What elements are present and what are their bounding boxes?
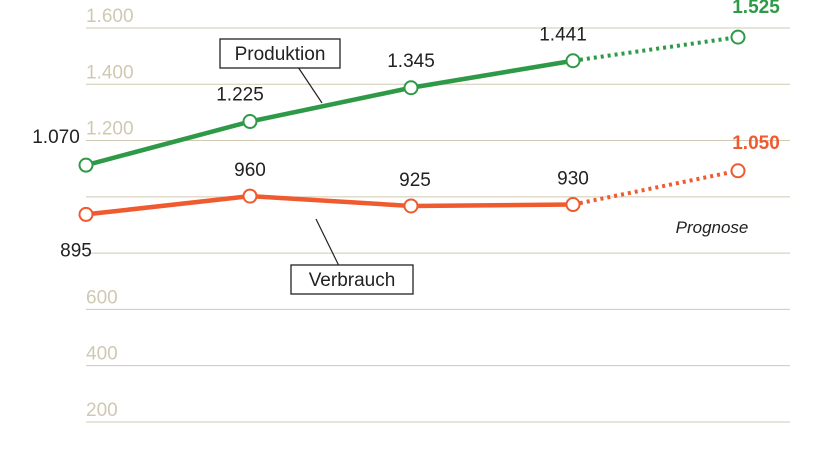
data-point <box>78 206 94 222</box>
data-label: 925 <box>399 170 431 191</box>
series-name-label: Produktion <box>235 44 326 65</box>
series-name-label: Verbrauch <box>309 270 396 291</box>
end-value-label: 1.525 <box>732 0 780 18</box>
series-line-0 <box>83 58 576 168</box>
prognose-label: Prognose <box>676 218 749 237</box>
forecast-line-0 <box>572 35 739 63</box>
end-value-label: 1.050 <box>732 133 780 154</box>
data-point <box>403 198 419 214</box>
y-tick-label: 1.600 <box>86 6 134 27</box>
y-tick-label: 1.400 <box>86 62 134 83</box>
callout-pointer <box>295 63 323 104</box>
y-tick-label: 600 <box>86 287 118 308</box>
forecast-line-1 <box>572 168 739 207</box>
data-label: 960 <box>234 160 266 181</box>
data-point <box>730 163 746 179</box>
data-point <box>565 53 581 69</box>
callout-pointer <box>315 218 341 269</box>
data-label: 1.070 <box>32 127 80 148</box>
data-label: 930 <box>557 169 589 190</box>
data-point <box>242 114 258 130</box>
callout-box-verbrauch <box>290 264 414 295</box>
data-point <box>730 29 746 45</box>
data-label: 1.441 <box>539 25 587 46</box>
callout-box-produktion <box>219 38 341 69</box>
data-point <box>565 197 581 213</box>
y-tick-label: 1.200 <box>86 119 134 140</box>
data-label: 895 <box>60 240 92 261</box>
data-point <box>403 80 419 96</box>
data-label: 1.225 <box>216 85 264 106</box>
data-label: 1.345 <box>387 51 435 72</box>
y-tick-label: 400 <box>86 344 118 365</box>
data-point <box>242 188 258 204</box>
data-point <box>78 157 94 173</box>
series-line-1 <box>83 193 576 217</box>
y-tick-label: 200 <box>86 400 118 421</box>
